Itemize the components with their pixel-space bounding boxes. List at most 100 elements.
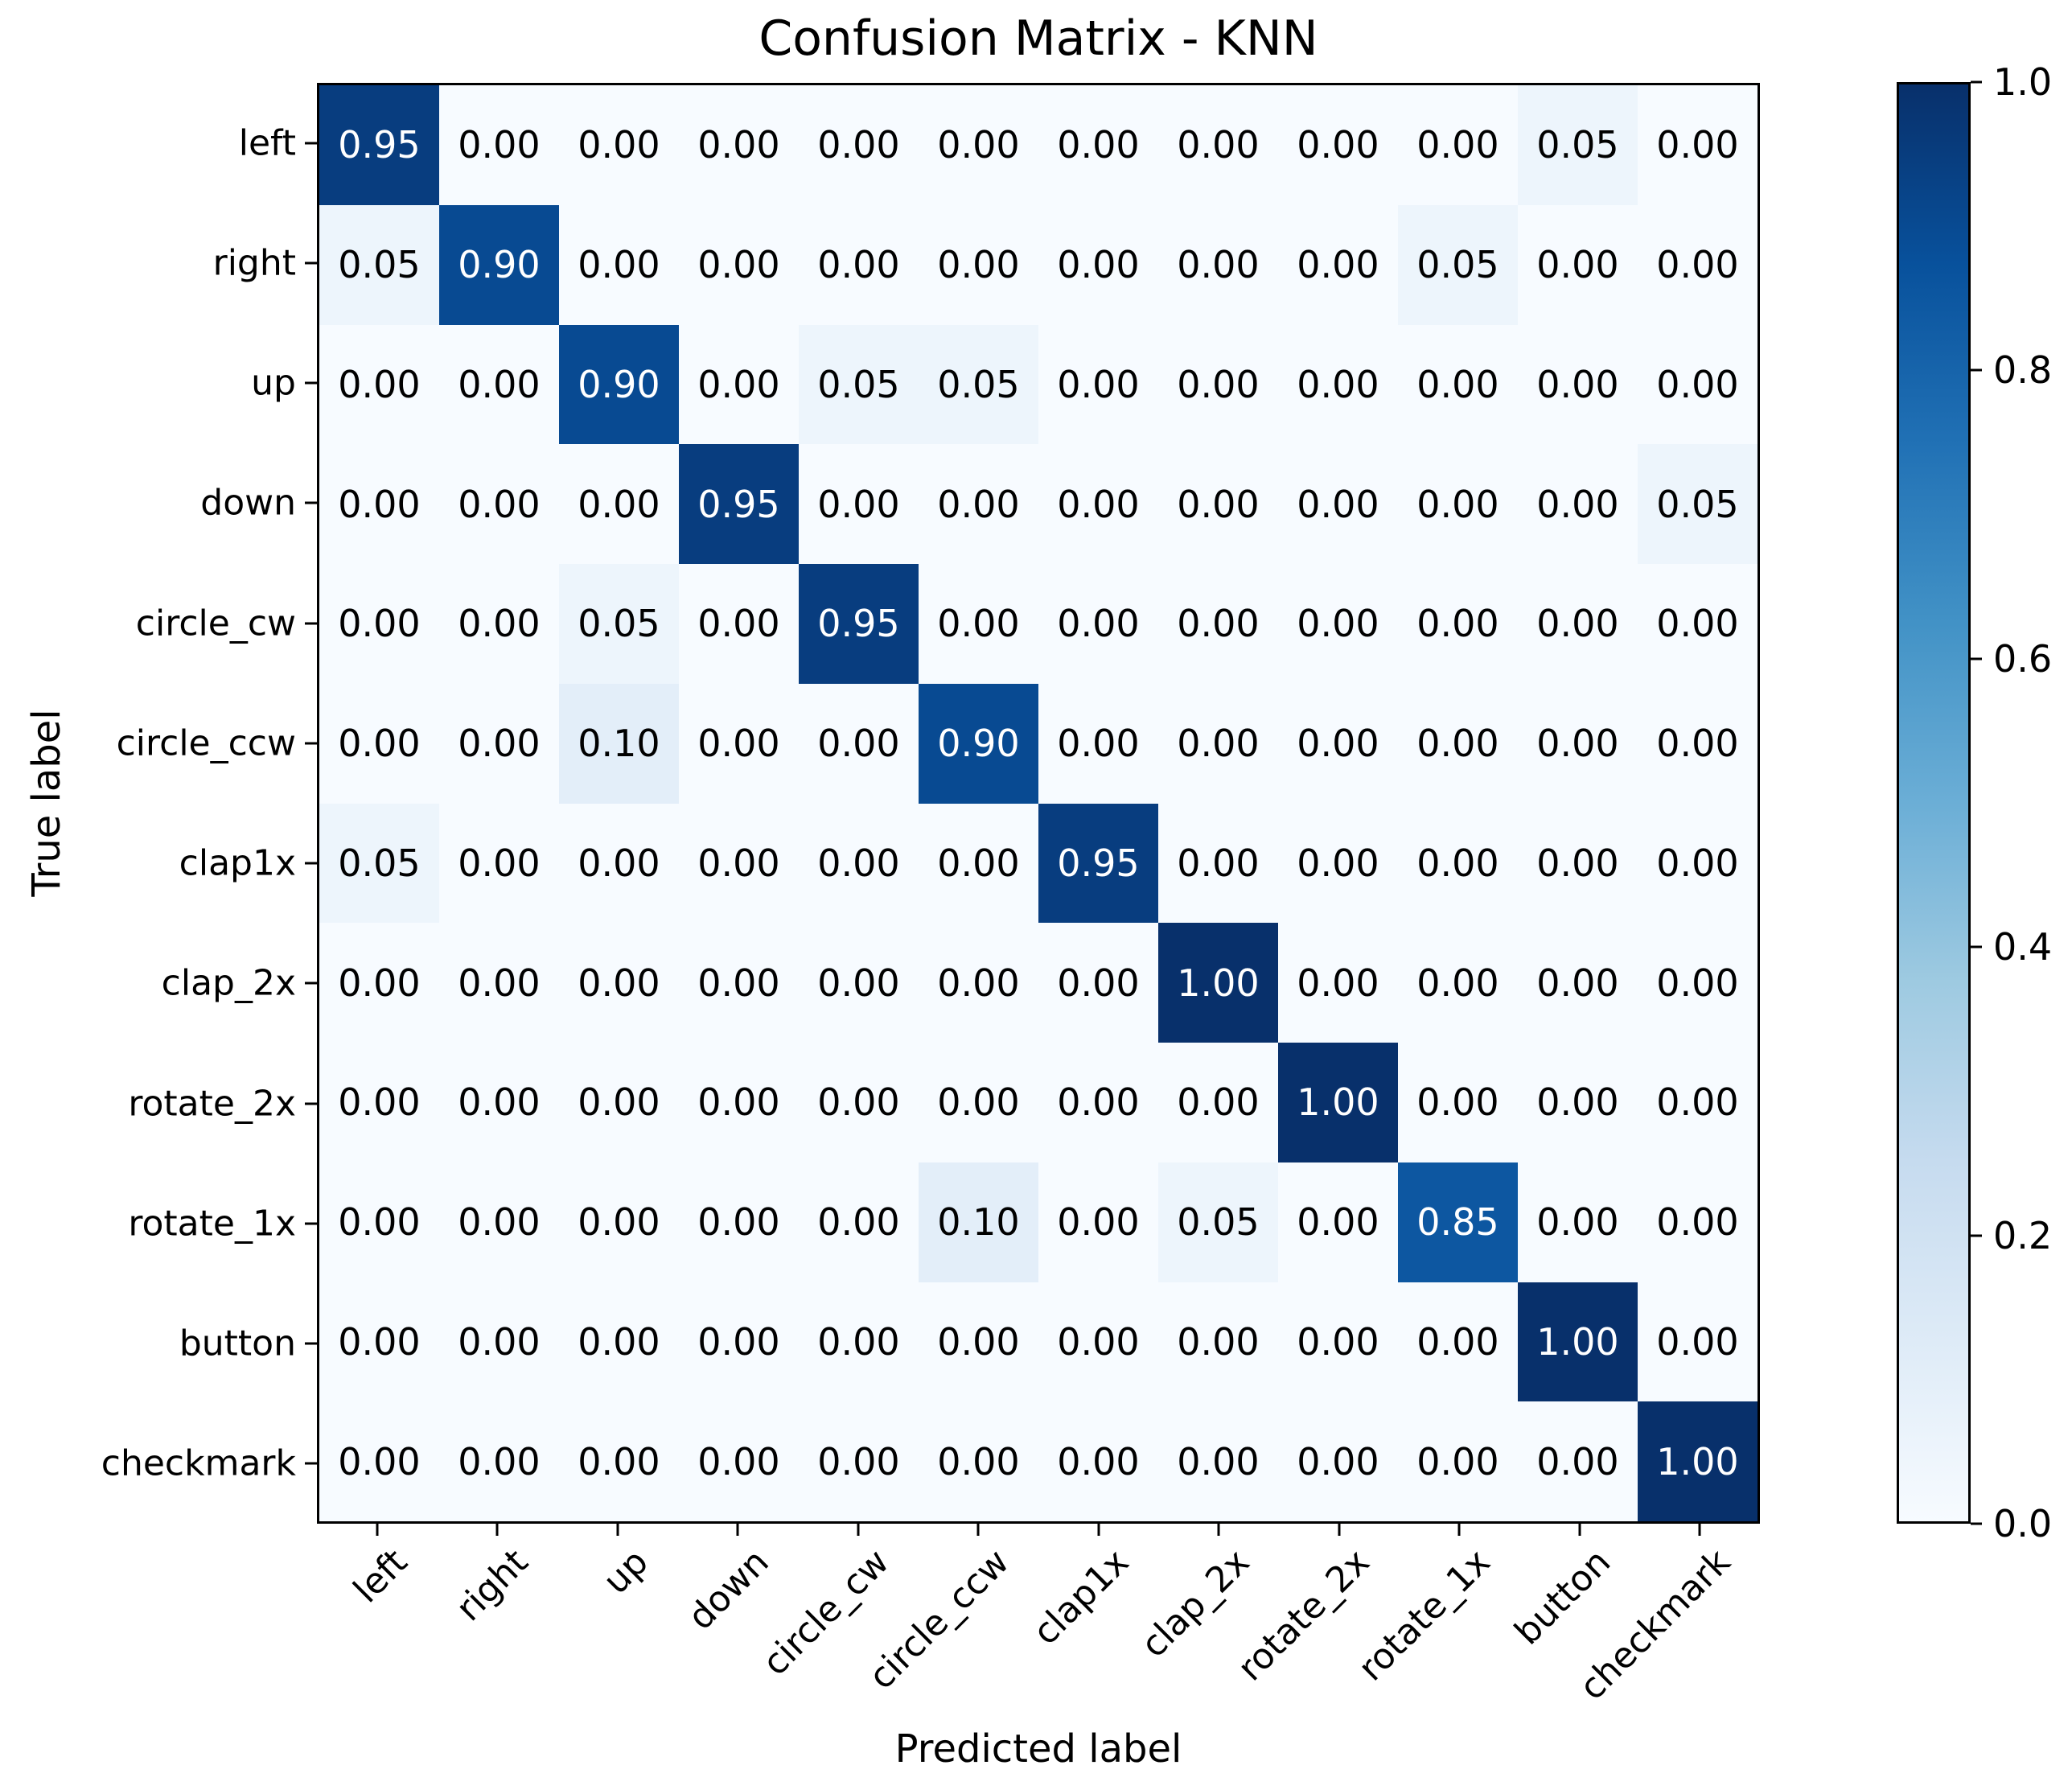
matrix-cell: 0.00 bbox=[559, 85, 679, 205]
matrix-cell: 0.05 bbox=[559, 564, 679, 684]
matrix-cell: 0.00 bbox=[1038, 1282, 1158, 1402]
colorbar-tick-label: 0.2 bbox=[1993, 1213, 2053, 1257]
matrix-cell: 0.00 bbox=[1038, 1043, 1158, 1162]
matrix-cell: 0.00 bbox=[1158, 683, 1278, 804]
matrix-cell: 0.00 bbox=[559, 204, 679, 325]
matrix-cell: 0.00 bbox=[559, 444, 679, 564]
matrix-cell: 0.00 bbox=[1518, 324, 1638, 445]
matrix-cell: 0.00 bbox=[1398, 1401, 1518, 1521]
y-tick-label: left bbox=[238, 122, 296, 164]
colorbar-tick-mark bbox=[1971, 1234, 1982, 1237]
matrix-cell: 0.00 bbox=[799, 923, 919, 1043]
matrix-cell: 0.00 bbox=[1638, 803, 1758, 924]
matrix-cell: 0.05 bbox=[919, 324, 1038, 445]
matrix-cell: 0.00 bbox=[559, 1282, 679, 1402]
colorbar-tick-mark bbox=[1971, 657, 1982, 660]
matrix-cell: 0.00 bbox=[1038, 444, 1158, 564]
matrix-cell: 0.00 bbox=[439, 1401, 559, 1521]
chart-title: Confusion Matrix - KNN bbox=[758, 10, 1318, 67]
matrix-cell: 0.00 bbox=[439, 923, 559, 1043]
matrix-cell: 0.00 bbox=[799, 204, 919, 325]
y-tick-mark bbox=[305, 142, 317, 145]
y-tick-label: up bbox=[251, 362, 296, 404]
matrix-cell: 0.00 bbox=[559, 1401, 679, 1521]
matrix-cell: 0.00 bbox=[439, 324, 559, 445]
matrix-cell: 0.00 bbox=[1038, 683, 1158, 804]
y-tick-mark bbox=[305, 622, 317, 625]
y-tick-mark bbox=[305, 1462, 317, 1465]
x-tick-mark bbox=[1217, 1524, 1220, 1536]
colorbar-tick-mark bbox=[1971, 368, 1982, 372]
y-tick-label: down bbox=[200, 482, 296, 524]
matrix-cell: 0.00 bbox=[319, 923, 439, 1043]
y-tick-label: rotate_1x bbox=[128, 1203, 296, 1245]
matrix-cell: 0.00 bbox=[319, 1043, 439, 1162]
matrix-cell: 0.00 bbox=[1518, 564, 1638, 684]
matrix-cell: 0.00 bbox=[679, 204, 799, 325]
colorbar-tick-mark bbox=[1971, 1522, 1982, 1525]
matrix-cell: 0.90 bbox=[559, 324, 679, 445]
y-tick-label: clap1x bbox=[179, 842, 296, 884]
colorbar-tick-mark bbox=[1971, 80, 1982, 84]
x-tick-mark bbox=[1338, 1524, 1341, 1536]
matrix-cell: 0.00 bbox=[1398, 85, 1518, 205]
matrix-cell: 0.00 bbox=[1518, 923, 1638, 1043]
matrix-cell: 0.05 bbox=[1398, 204, 1518, 325]
x-tick-mark bbox=[616, 1524, 619, 1536]
y-tick-mark bbox=[305, 742, 317, 745]
matrix-cell: 0.00 bbox=[319, 564, 439, 684]
matrix-cell: 1.00 bbox=[1638, 1401, 1758, 1521]
matrix-cell: 0.00 bbox=[919, 204, 1038, 325]
matrix-cell: 0.00 bbox=[679, 324, 799, 445]
matrix-cell: 0.00 bbox=[1158, 204, 1278, 325]
x-tick-mark bbox=[736, 1524, 739, 1536]
matrix-cell: 0.00 bbox=[679, 803, 799, 924]
matrix-cell: 0.00 bbox=[919, 1401, 1038, 1521]
y-tick-label: button bbox=[179, 1323, 296, 1364]
matrix-cell: 0.00 bbox=[439, 1162, 559, 1282]
matrix-cell: 0.00 bbox=[679, 1162, 799, 1282]
matrix-cell: 0.05 bbox=[799, 324, 919, 445]
matrix-cell: 0.00 bbox=[1278, 803, 1398, 924]
matrix-cell: 0.00 bbox=[559, 1043, 679, 1162]
matrix-cell: 0.00 bbox=[1638, 204, 1758, 325]
x-tick-mark bbox=[1698, 1524, 1701, 1536]
matrix-cell: 0.00 bbox=[319, 324, 439, 445]
y-axis-ticks bbox=[305, 83, 317, 1524]
y-tick-mark bbox=[305, 1342, 317, 1345]
matrix-cell: 0.00 bbox=[679, 564, 799, 684]
matrix-cell: 0.00 bbox=[799, 803, 919, 924]
matrix-cell: 0.00 bbox=[439, 803, 559, 924]
matrix-cell: 0.00 bbox=[1398, 803, 1518, 924]
matrix-cell: 0.00 bbox=[319, 1282, 439, 1402]
x-tick-mark bbox=[1097, 1524, 1100, 1536]
matrix-cell: 0.00 bbox=[799, 683, 919, 804]
matrix-cell: 0.00 bbox=[559, 923, 679, 1043]
matrix-cell: 0.00 bbox=[799, 1282, 919, 1402]
colorbar-ticks bbox=[1971, 80, 1984, 1525]
x-tick-label: left bbox=[346, 1541, 416, 1611]
matrix-cell: 0.00 bbox=[1638, 923, 1758, 1043]
y-tick-mark bbox=[305, 1102, 317, 1105]
matrix-cell: 0.95 bbox=[319, 85, 439, 205]
matrix-cell: 0.10 bbox=[919, 1162, 1038, 1282]
matrix-cell: 0.00 bbox=[439, 683, 559, 804]
matrix-cell: 0.00 bbox=[1278, 1162, 1398, 1282]
matrix-cell: 0.00 bbox=[1518, 1401, 1638, 1521]
matrix-cell: 0.00 bbox=[1158, 1401, 1278, 1521]
y-tick-mark bbox=[305, 261, 317, 265]
matrix-cell: 0.00 bbox=[1158, 324, 1278, 445]
matrix-cell: 0.00 bbox=[1638, 1043, 1758, 1162]
matrix-cell: 1.00 bbox=[1518, 1282, 1638, 1402]
x-tick-label: down bbox=[680, 1541, 777, 1639]
matrix-cell: 0.00 bbox=[1638, 683, 1758, 804]
x-tick-mark bbox=[1578, 1524, 1581, 1536]
colorbar-tick-label: 0.0 bbox=[1993, 1502, 2053, 1545]
matrix-cell: 0.00 bbox=[919, 564, 1038, 684]
matrix-cell: 0.00 bbox=[559, 803, 679, 924]
matrix-cell: 0.00 bbox=[1278, 324, 1398, 445]
matrix-cell: 0.00 bbox=[559, 1162, 679, 1282]
x-tick-mark bbox=[376, 1524, 379, 1536]
matrix-cell: 0.95 bbox=[1038, 803, 1158, 924]
